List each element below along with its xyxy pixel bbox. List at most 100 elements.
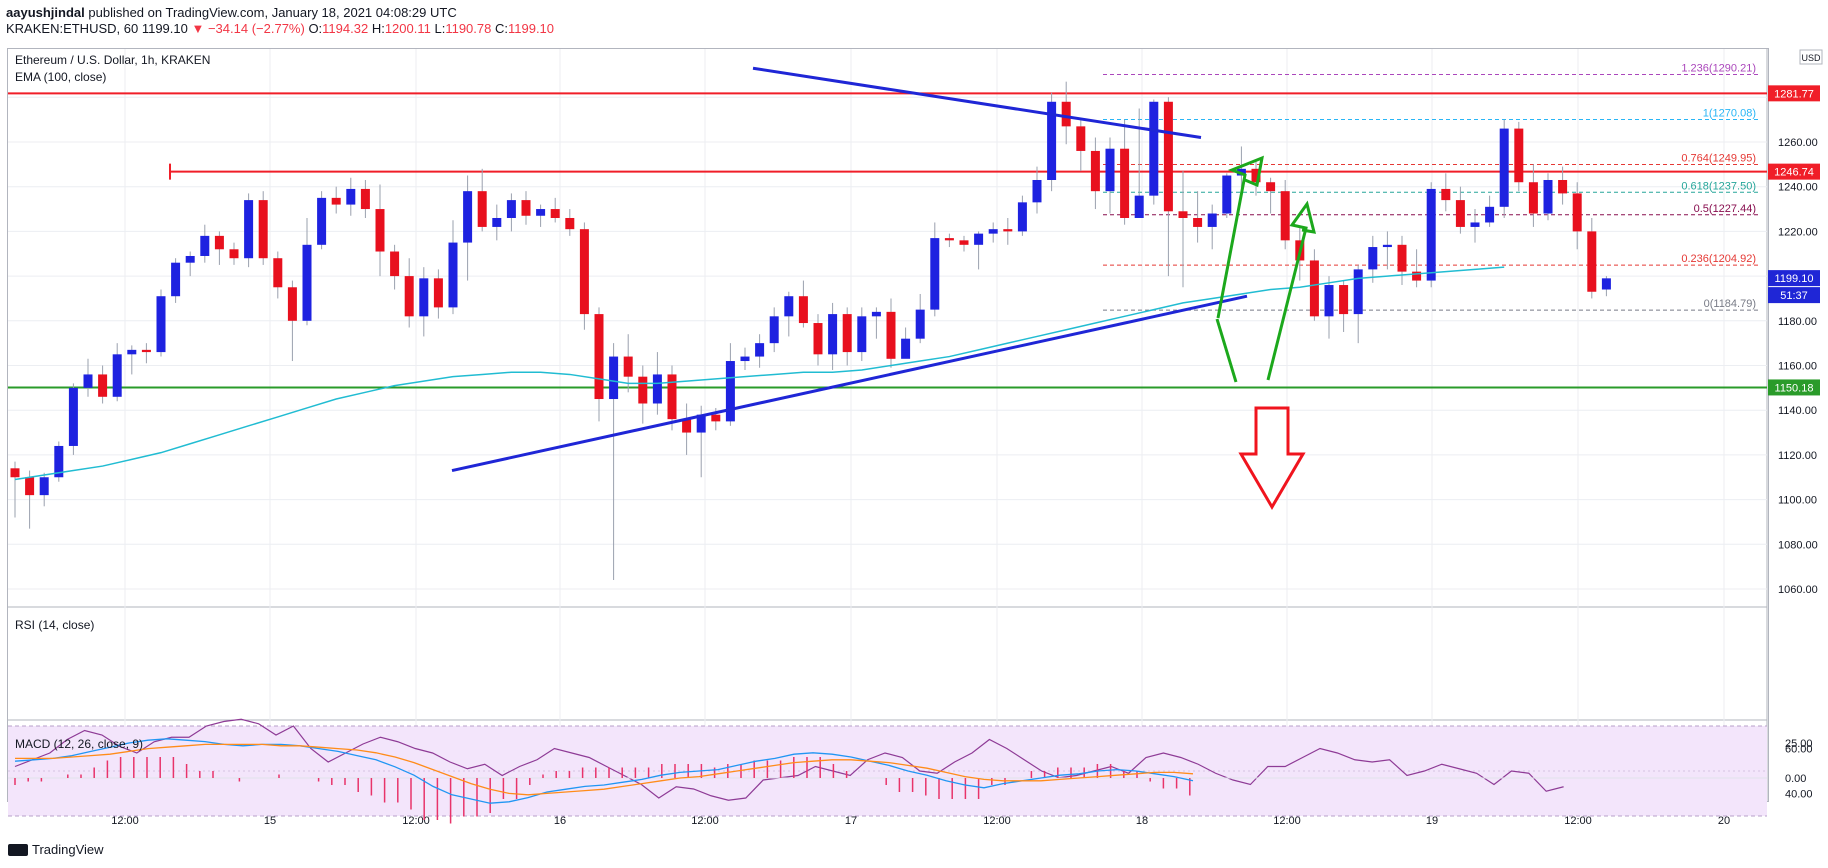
candle-body <box>360 188 370 210</box>
price-tick-label: 1100.00 <box>1778 495 1817 507</box>
candle-body <box>1514 128 1524 183</box>
candle-body <box>1353 269 1363 315</box>
candle-body <box>1266 182 1276 192</box>
rsi-tick-label: 40.00 <box>1785 789 1813 801</box>
time-tick-label: 12:00 <box>1273 815 1301 827</box>
candle-body <box>83 374 93 388</box>
price-axis-marker <box>1768 85 1820 102</box>
candle-body <box>696 414 706 433</box>
candle-body <box>784 296 794 317</box>
candle-body <box>1397 244 1407 272</box>
countdown-marker <box>1768 287 1820 304</box>
candle-body <box>1076 126 1086 151</box>
macd-legend: MACD (12, 26, close, 9) <box>15 737 143 751</box>
time-tick-label: 16 <box>554 815 566 827</box>
close-value: 1199.10 <box>507 21 555 36</box>
candle-body <box>1412 271 1422 281</box>
fib-level-label: 1.236(1290.21) <box>1681 62 1756 74</box>
time-tick-label: 15 <box>264 815 276 827</box>
candle-body <box>740 356 750 362</box>
brand-name: TradingView <box>32 842 104 857</box>
candle-body <box>1163 101 1173 212</box>
candle-body <box>1251 168 1261 183</box>
candle-body <box>1120 148 1130 218</box>
candle-body <box>1134 195 1144 218</box>
fib-level-label: 0(1184.79) <box>1704 298 1756 310</box>
candle-body <box>1601 278 1611 290</box>
price-tick-label: 1080.00 <box>1778 539 1818 551</box>
high-value: 1200.11 <box>384 21 431 36</box>
bullish-arrow-pullback <box>1215 318 1238 383</box>
candle-body <box>667 374 677 420</box>
candle-body <box>1309 260 1319 317</box>
rsi-line <box>14 718 1564 801</box>
candle-body <box>623 356 633 377</box>
price-tick-label: 1120.00 <box>1778 450 1817 462</box>
candle-body <box>1017 202 1027 232</box>
candle-body <box>506 200 516 218</box>
candle-body <box>375 209 385 252</box>
candle-body <box>141 349 151 353</box>
price-tick-label: 1140.00 <box>1778 405 1817 417</box>
author-name[interactable]: aayushjindal <box>6 5 85 20</box>
candle-body <box>156 296 166 353</box>
candle-body <box>915 309 925 339</box>
candle-body <box>492 217 502 227</box>
bearish-arrow <box>1238 406 1306 510</box>
ema-100-line <box>14 266 1505 481</box>
candle-body <box>871 311 881 317</box>
candle-body <box>930 238 940 310</box>
high-label: H: <box>371 21 385 36</box>
candle-body <box>258 200 268 259</box>
last-price: 1199.10 <box>141 21 188 36</box>
candle-body <box>944 238 954 241</box>
ema-legend: EMA (100, close) <box>15 70 106 84</box>
candle-body <box>974 233 984 245</box>
close-label: C: <box>494 21 508 36</box>
publish-date: published on TradingView.com, January 18… <box>88 5 457 20</box>
candle-body <box>185 255 195 263</box>
candle-body <box>798 296 808 324</box>
candle-body <box>331 197 341 205</box>
open-value: 1194.32 <box>322 21 369 36</box>
candle-body <box>1003 229 1013 232</box>
candle-body <box>244 200 254 259</box>
candle-body <box>901 338 911 359</box>
candle-body <box>842 314 852 353</box>
price-axis-marker <box>1768 379 1820 396</box>
candle-body <box>1587 231 1597 292</box>
ohlc-line: KRAKEN:ETHUSD, 60 1199.10 ▼ −34.14 (−2.7… <box>6 20 554 38</box>
fib-level-label: 0.764(1249.95) <box>1681 152 1756 164</box>
candle-body <box>579 229 589 315</box>
price-change: ▼ −34.14 (−2.77%) <box>191 21 305 36</box>
price-axis-marker-label: 1199.10 <box>1775 273 1814 285</box>
time-tick-label: 12:00 <box>983 815 1011 827</box>
candle-body <box>1426 188 1436 281</box>
candle-body <box>1032 179 1042 203</box>
candle-body <box>769 316 779 344</box>
low-label: L: <box>434 21 446 36</box>
candle-body <box>1339 285 1349 315</box>
candle-body <box>988 229 998 234</box>
descending-trendline <box>752 66 1202 140</box>
candle-body <box>1149 101 1159 196</box>
candle-body <box>1280 191 1290 241</box>
footer-brand[interactable]: TradingView <box>8 842 104 857</box>
price-axis-marker-label: 1150.18 <box>1775 382 1814 394</box>
currency-button-label: USD <box>1801 53 1821 63</box>
candle-body <box>1543 179 1553 214</box>
candle-body <box>1441 188 1451 201</box>
candle-body <box>521 200 531 216</box>
candle-body <box>711 414 721 422</box>
chart-legend-title: Ethereum / U.S. Dollar, 1h, KRAKEN <box>15 53 210 67</box>
candle-body <box>477 191 487 227</box>
candle-body <box>404 276 414 317</box>
candle-body <box>171 262 181 297</box>
time-tick-label: 18 <box>1136 815 1148 827</box>
candle-body <box>463 191 473 243</box>
candle-body <box>652 374 662 404</box>
candle-body <box>229 249 239 259</box>
price-axis-marker-label: 1281.77 <box>1774 88 1814 100</box>
candle-body <box>1061 101 1071 127</box>
